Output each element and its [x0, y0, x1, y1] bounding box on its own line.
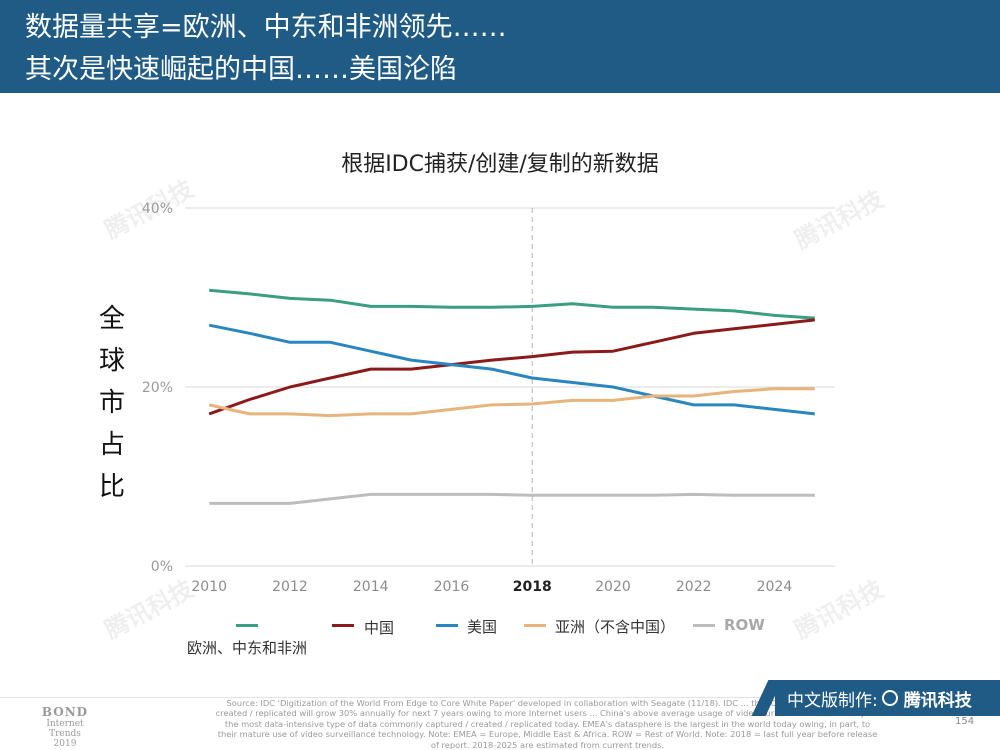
series-line-china: [208, 318, 815, 416]
x-tick-label: 2022: [676, 579, 712, 595]
y-axis-label: 全 球 市 占 比: [92, 298, 132, 508]
y-tick-label: 0%: [151, 559, 173, 575]
series-line-emea: [209, 288, 815, 320]
x-tick-label: 2014: [353, 579, 389, 595]
legend-swatch-china: [332, 624, 354, 627]
bond-logo: BOND Internet Trends 2019: [30, 705, 100, 749]
series-line-row: [209, 492, 815, 505]
bond-logo-subtitle: Internet Trends: [46, 719, 84, 739]
chart-title: 根据IDC捕获/创建/复制的新数据: [341, 152, 659, 177]
legend-swatch-asia: [524, 624, 546, 627]
header-title-line1: 数据量共享=欧洲、中东和非洲领先……: [25, 12, 507, 43]
legend-label-usa: 美国: [467, 618, 498, 636]
source-note: Source: IDC 'Digitization of the World F…: [215, 698, 880, 750]
x-tick-label: 2018: [513, 579, 552, 595]
legend-label-china: 中国: [364, 619, 395, 637]
x-tick-label: 2024: [757, 579, 793, 595]
credit-banner: 中文版制作: 腾讯科技: [775, 680, 1000, 716]
y-axis-label-char: 占: [98, 430, 125, 460]
y-axis-label-char: 市: [98, 388, 125, 418]
legend-swatch-row: [693, 624, 715, 627]
credit-banner-brand: 腾讯科技: [903, 690, 972, 711]
tencent-logo-icon: [881, 690, 898, 706]
footer-divider: [0, 697, 1000, 698]
y-axis-label-char: 比: [98, 472, 125, 502]
x-tick-label: 2010: [191, 579, 227, 595]
bond-logo-title: BOND: [41, 705, 89, 719]
bond-logo-year: 2019: [53, 739, 77, 749]
x-tick-label: 2020: [595, 579, 631, 595]
legend-label-asia: 亚洲（不含中国）: [555, 618, 676, 636]
x-tick-label: 2012: [272, 579, 308, 595]
y-tick-label: 20%: [142, 380, 173, 396]
y-axis-label-char: 全: [98, 304, 125, 334]
y-axis-label-char: 球: [98, 346, 125, 376]
legend-swatch-emea: [236, 624, 258, 627]
header-title-line2: 其次是快速崛起的中国……美国沦陷: [25, 54, 457, 85]
series-line-asia: [208, 387, 815, 418]
page-number: 154: [955, 716, 975, 727]
y-tick-label: 40%: [142, 201, 173, 217]
legend-label-row: ROW: [724, 616, 765, 634]
legend-label-emea: 欧洲、中东和非洲: [187, 639, 308, 657]
credit-banner-prefix: 中文版制作:: [787, 690, 878, 711]
legend-swatch-usa: [436, 624, 458, 627]
x-tick-label: 2016: [434, 579, 470, 595]
header-bar: 数据量共享=欧洲、中东和非洲领先…… 其次是快速崛起的中国……美国沦陷: [0, 0, 1000, 93]
series-line-usa: [208, 323, 815, 416]
